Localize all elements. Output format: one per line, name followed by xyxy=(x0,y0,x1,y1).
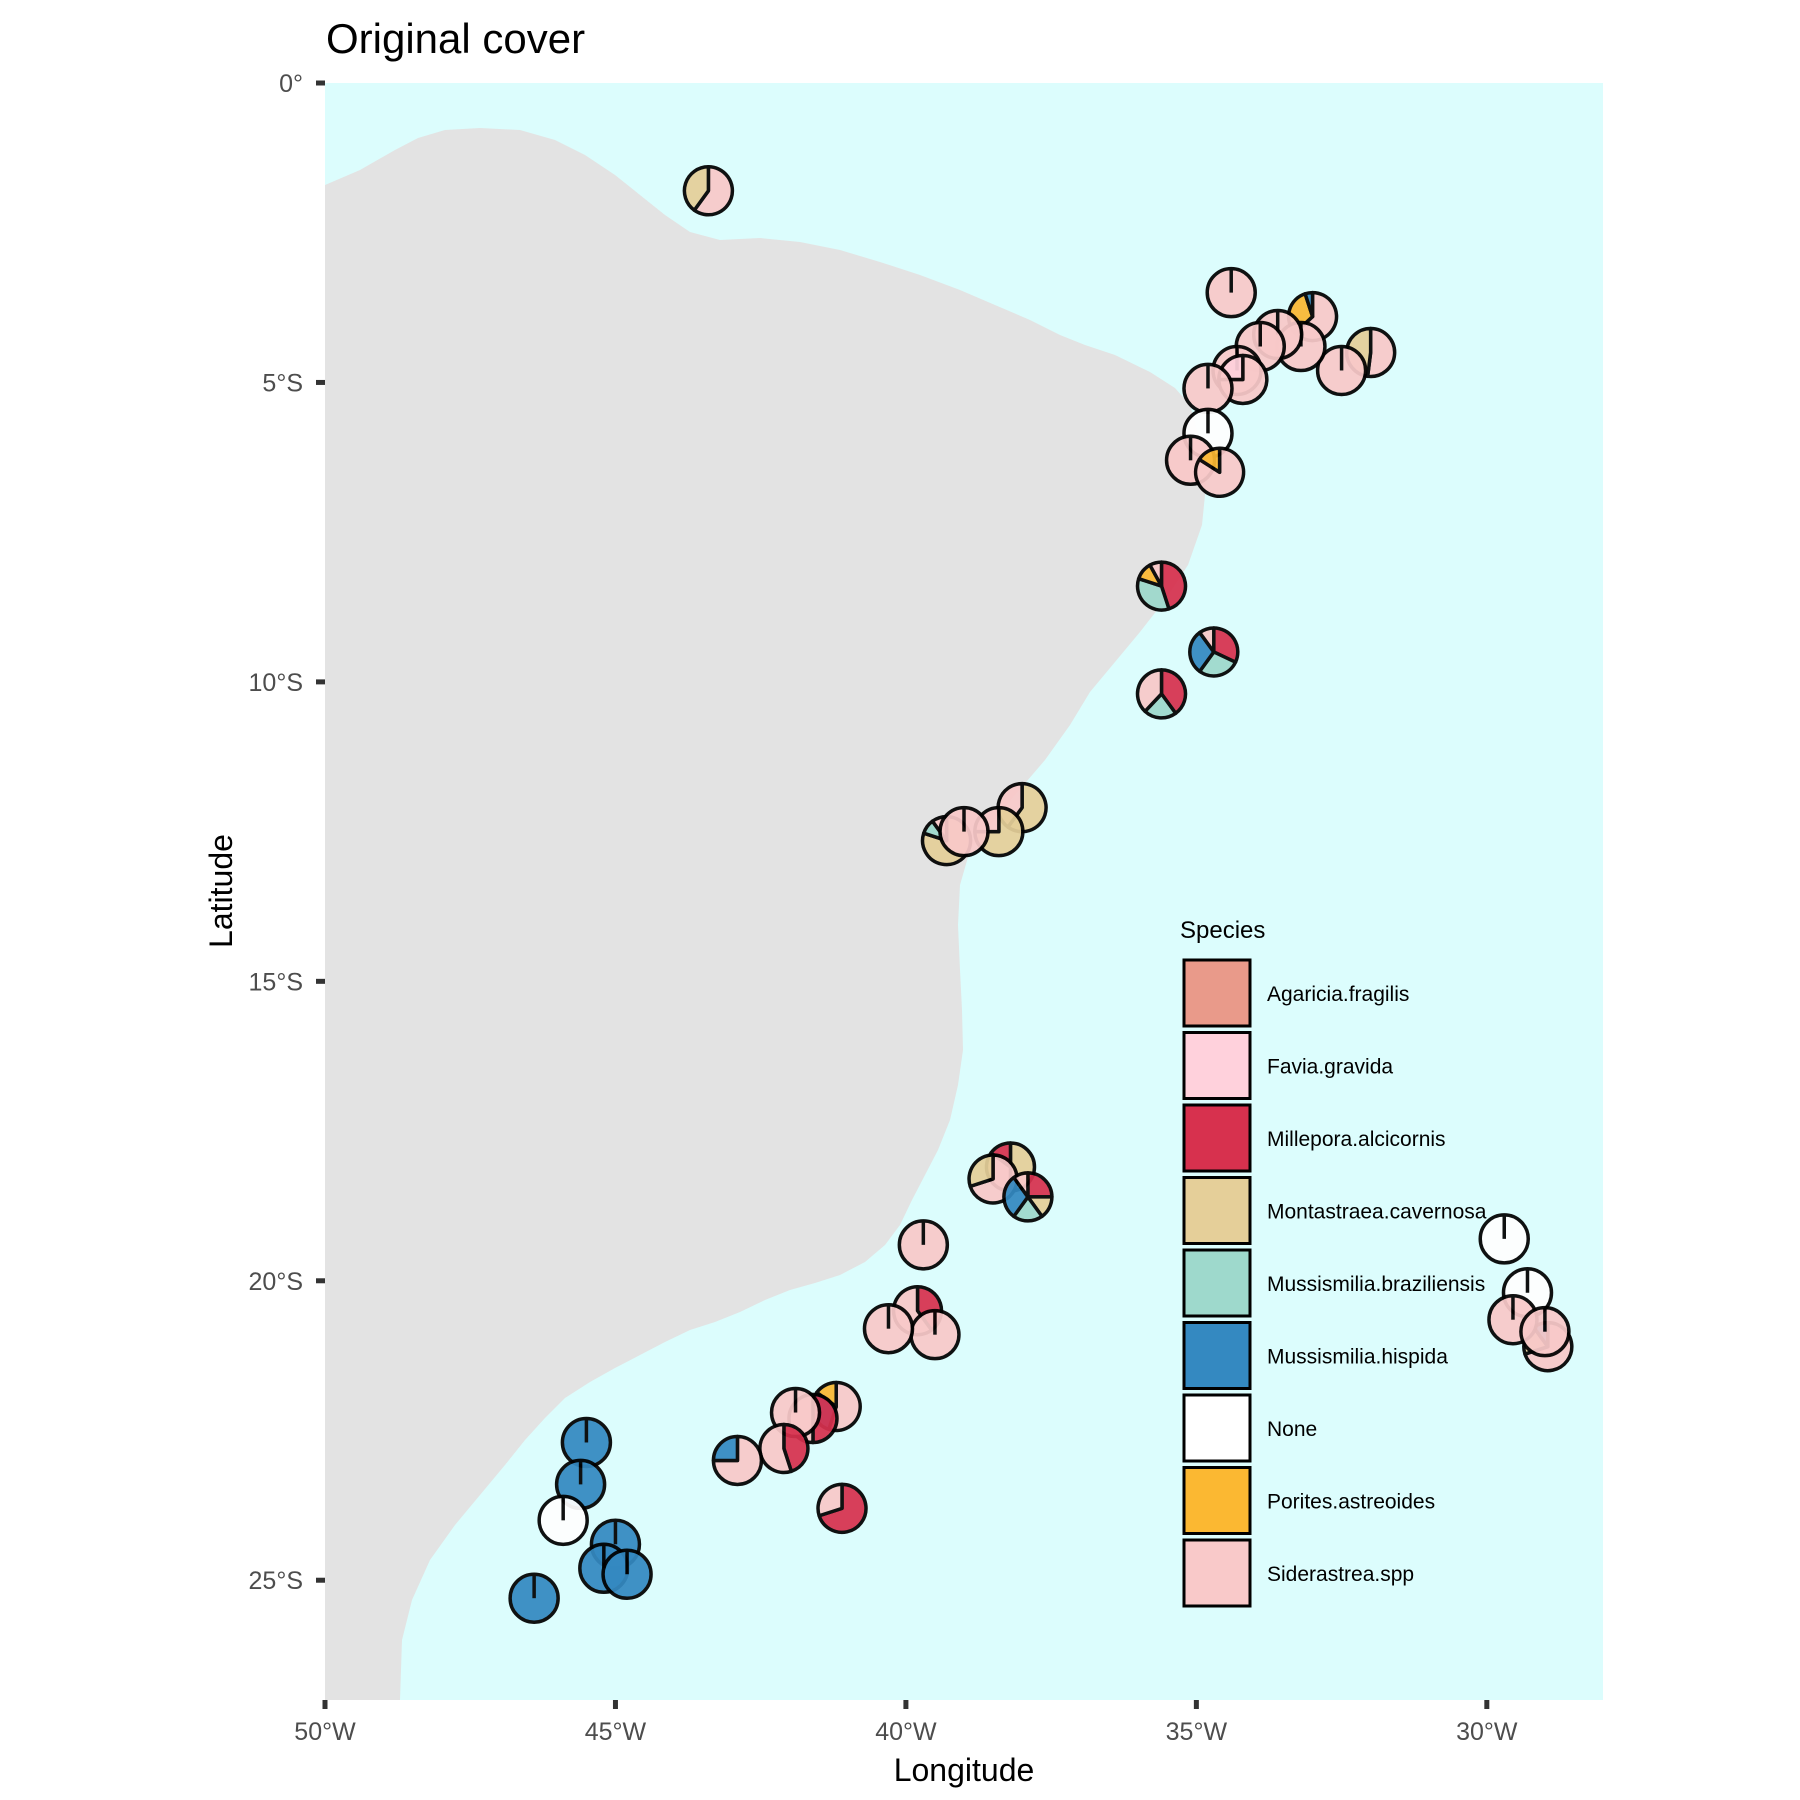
legend-label: Favia.gravida xyxy=(1267,1056,1393,1079)
pie-slice xyxy=(692,165,735,217)
pie-slice xyxy=(1159,560,1188,611)
y-tick-label: 20°S xyxy=(249,1268,303,1296)
x-axis-title: Longitude xyxy=(894,1752,1035,1788)
pie-slice xyxy=(1188,630,1216,674)
map-panel xyxy=(325,83,1603,1700)
site-pie xyxy=(1135,668,1188,720)
site-pie xyxy=(816,1482,868,1535)
legend-swatch xyxy=(1182,1176,1252,1245)
legend-swatch xyxy=(1182,958,1252,1028)
site-pie xyxy=(1135,560,1188,612)
pie-slice xyxy=(782,1422,810,1474)
site-pie xyxy=(537,1494,589,1547)
pie-slice xyxy=(967,1153,995,1189)
x-tick-label: 45°W xyxy=(585,1718,647,1746)
site-pie xyxy=(909,1308,961,1361)
site-pie xyxy=(758,1422,810,1475)
pie-slice xyxy=(816,1482,844,1518)
site-pie xyxy=(508,1572,560,1624)
y-tick-label: 5°S xyxy=(262,369,303,397)
pie-slice xyxy=(1303,290,1315,319)
legend-swatch xyxy=(1182,1321,1252,1390)
pie-slice xyxy=(1135,668,1164,714)
legend-swatch xyxy=(1182,1538,1252,1608)
x-tick-label: 40°W xyxy=(875,1718,937,1746)
pie-slice xyxy=(1159,668,1188,716)
site-pie xyxy=(1519,1305,1571,1358)
y-tick-label: 15°S xyxy=(249,968,303,996)
legend-label: Montastraea.cavernosa xyxy=(1267,1201,1487,1224)
x-tick-label: 30°W xyxy=(1456,1718,1518,1746)
y-tick-label: 25°S xyxy=(249,1567,303,1595)
site-pie xyxy=(938,805,990,858)
site-pies xyxy=(508,165,1574,1624)
x-tick-label: 35°W xyxy=(1166,1718,1228,1746)
legend-label: Agaricia.fragilis xyxy=(1267,983,1409,1006)
legend-label: Millepora.alcicornis xyxy=(1267,1128,1446,1151)
pie-slice xyxy=(1365,326,1397,379)
site-pie xyxy=(711,1434,764,1487)
y-tick-label: 0° xyxy=(279,70,303,98)
pie-slice xyxy=(1197,626,1216,654)
legend-swatch xyxy=(1182,1031,1252,1100)
y-axis: 0° 5°S 10°S 15°S 20°S 25°S xyxy=(249,70,325,1595)
y-tick-label: 10°S xyxy=(249,669,303,697)
site-pie xyxy=(1205,266,1257,319)
site-pie xyxy=(1002,1171,1054,1223)
x-axis: 50°W 45°W 40°W 35°W 30°W xyxy=(294,1700,1518,1746)
legend-label: Mussismilia.braziliensis xyxy=(1267,1273,1485,1296)
legend-swatch xyxy=(1182,1248,1252,1318)
site-pie xyxy=(1188,626,1240,678)
pie-slice xyxy=(682,165,711,212)
pie-slice xyxy=(1012,1171,1030,1199)
legend-label: Porites.astreoides xyxy=(1267,1491,1435,1514)
site-pie xyxy=(862,1302,915,1355)
site-pie xyxy=(1182,362,1234,415)
legend-title: Species xyxy=(1180,917,1265,944)
pie-slice xyxy=(711,1434,740,1463)
land-mass xyxy=(325,83,1206,1700)
site-pie xyxy=(1315,344,1368,397)
site-pie xyxy=(897,1219,950,1271)
y-axis-title: Latitude xyxy=(203,834,239,948)
pie-slice xyxy=(1197,446,1222,475)
site-pie xyxy=(1193,446,1246,499)
legend-label: Mussismilia.hispida xyxy=(1267,1346,1448,1369)
site-pie xyxy=(601,1548,653,1600)
pie-slice xyxy=(1148,560,1164,588)
legend-label: None xyxy=(1267,1418,1317,1441)
x-tick-label: 50°W xyxy=(294,1718,356,1746)
chart-title: Original cover xyxy=(326,15,585,62)
legend-label: Siderastrea.spp xyxy=(1267,1563,1414,1586)
pie-slice xyxy=(1197,650,1238,678)
site-pie xyxy=(1478,1213,1530,1265)
legend-swatch xyxy=(1182,1103,1252,1173)
site-pie xyxy=(560,1416,613,1469)
pie-slice xyxy=(1002,1175,1030,1219)
legend-swatch xyxy=(1182,1466,1252,1535)
pie-slice xyxy=(711,1434,764,1487)
legend-swatch xyxy=(1182,1393,1252,1463)
site-pie xyxy=(682,165,735,217)
legend: Species Agaricia.fragilis Favia.gravida Mi… xyxy=(1180,917,1487,1608)
